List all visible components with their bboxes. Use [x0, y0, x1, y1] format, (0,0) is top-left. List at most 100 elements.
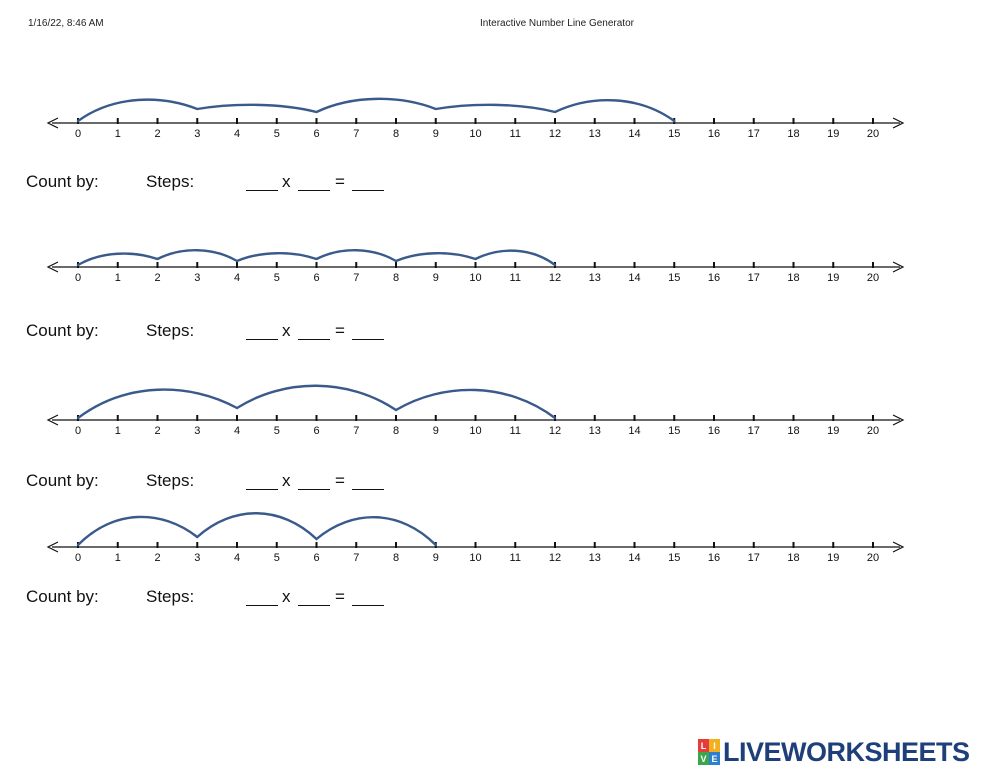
equals-sign: = [335, 471, 345, 490]
tick-label: 16 [708, 552, 720, 564]
hop-arc [76, 384, 557, 420]
logo-mark-letter: L [698, 739, 709, 752]
tick-label: 14 [628, 128, 640, 140]
tick-label: 20 [867, 425, 879, 437]
tick-label: 5 [274, 425, 280, 437]
tick-label: 10 [469, 552, 481, 564]
tick-label: 1 [115, 272, 121, 284]
product-blank[interactable] [352, 321, 384, 340]
factor-2-blank[interactable] [298, 471, 330, 490]
tick-label: 17 [748, 552, 760, 564]
tick-label: 5 [274, 272, 280, 284]
left-arrow-icon [46, 117, 59, 129]
tick-label: 9 [433, 272, 439, 284]
tick-label: 19 [827, 128, 839, 140]
tick-label: 10 [469, 425, 481, 437]
tick-label: 9 [433, 552, 439, 564]
tick-label: 17 [748, 272, 760, 284]
equals-sign: = [335, 172, 345, 191]
tick-label: 13 [589, 425, 601, 437]
times-sign: x [282, 321, 291, 340]
tick-label: 8 [393, 552, 399, 564]
tick-label: 1 [115, 128, 121, 140]
tick-label: 19 [827, 272, 839, 284]
tick-label: 11 [510, 128, 521, 140]
tick-label: 15 [668, 552, 680, 564]
count-by-label: Count by: [26, 587, 99, 606]
product-blank[interactable] [352, 587, 384, 606]
right-arrow-icon [892, 541, 905, 553]
tick-label: 18 [787, 425, 799, 437]
factor-1-blank[interactable] [246, 172, 278, 191]
tick-label: 2 [154, 272, 160, 284]
logo-mark-letter: I [709, 739, 720, 752]
left-arrow-icon [46, 541, 59, 553]
tick-label: 9 [433, 128, 439, 140]
tick-label: 11 [510, 272, 521, 284]
tick-label: 13 [589, 552, 601, 564]
tick-label: 18 [787, 552, 799, 564]
tick-label: 0 [75, 552, 81, 564]
tick-label: 15 [668, 425, 680, 437]
tick-label: 10 [469, 272, 481, 284]
tick-label: 12 [549, 128, 561, 140]
tick-label: 4 [234, 552, 240, 564]
tick-label: 6 [313, 128, 319, 140]
equals-sign: = [335, 587, 345, 606]
logo-mark-letter: E [709, 752, 720, 765]
tick-label: 7 [353, 128, 359, 140]
tick-label: 18 [787, 128, 799, 140]
tick-label: 4 [234, 425, 240, 437]
logo-mark-icon: L I V E [698, 739, 720, 765]
liveworksheets-logo: L I V E LIVEWORKSHEETS [698, 737, 970, 767]
tick-label: 3 [194, 128, 200, 140]
factor-1-blank[interactable] [246, 471, 278, 490]
tick-label: 14 [628, 272, 640, 284]
factor-2-blank[interactable] [298, 587, 330, 606]
factor-2-blank[interactable] [298, 321, 330, 340]
tick-label: 9 [433, 425, 439, 437]
factor-1-blank[interactable] [246, 587, 278, 606]
tick-label: 6 [313, 552, 319, 564]
steps-label: Steps: [146, 471, 195, 490]
tick-label: 11 [510, 552, 521, 564]
tick-label: 8 [393, 272, 399, 284]
count-by-label: Count by: [26, 321, 99, 340]
steps-label: Steps: [146, 587, 195, 606]
tick-label: 7 [353, 552, 359, 564]
number-line-4: 0 1 2 3 4 5 6 7 8 9 10 11 12 13 14 15 16 17 18 19 20 [46, 512, 905, 564]
tick-label: 20 [867, 128, 879, 140]
tick-label: 15 [668, 128, 680, 140]
tick-label: 3 [194, 425, 200, 437]
times-sign: x [282, 587, 291, 606]
factor-2-blank[interactable] [298, 172, 330, 191]
tick-label: 1 [115, 425, 121, 437]
logo-text: LIVEWORKSHEETS [723, 736, 970, 767]
tick-label: 16 [708, 128, 720, 140]
tick-label: 8 [393, 425, 399, 437]
tick-label: 11 [510, 425, 521, 437]
tick-label: 20 [867, 552, 879, 564]
tick-label: 15 [668, 272, 680, 284]
tick-label: 17 [748, 425, 760, 437]
tick-label: 3 [194, 552, 200, 564]
product-blank[interactable] [352, 471, 384, 490]
times-sign: x [282, 471, 291, 490]
tick-label: 12 [549, 272, 561, 284]
tick-label: 16 [708, 272, 720, 284]
count-by-label: Count by: [26, 172, 99, 191]
tick-label: 19 [827, 425, 839, 437]
tick-label: 3 [194, 272, 200, 284]
hop-arc [76, 97, 676, 123]
tick-label: 14 [628, 425, 640, 437]
factor-1-blank[interactable] [246, 321, 278, 340]
tick-label: 2 [154, 552, 160, 564]
tick-label: 7 [353, 425, 359, 437]
tick-label: 7 [353, 272, 359, 284]
right-arrow-icon [892, 117, 905, 129]
tick-label: 4 [234, 272, 240, 284]
product-blank[interactable] [352, 172, 384, 191]
tick-label: 0 [75, 272, 81, 284]
number-line-2: 0 1 2 3 4 5 6 7 8 9 10 11 12 13 14 15 16 17 18 19 20 [46, 249, 905, 284]
print-datetime: 1/16/22, 8:46 AM [28, 18, 104, 29]
